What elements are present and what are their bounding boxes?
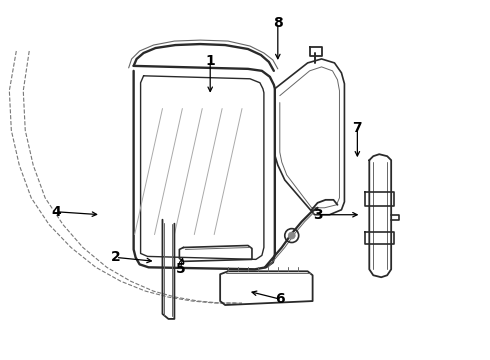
Text: 2: 2 [111,251,121,264]
Text: 6: 6 [275,292,285,306]
Text: 5: 5 [175,262,185,276]
Circle shape [288,232,295,239]
Text: 1: 1 [205,54,215,68]
Text: 4: 4 [51,205,61,219]
Text: 7: 7 [352,121,362,135]
Text: 3: 3 [313,208,322,222]
Text: 8: 8 [273,16,283,30]
